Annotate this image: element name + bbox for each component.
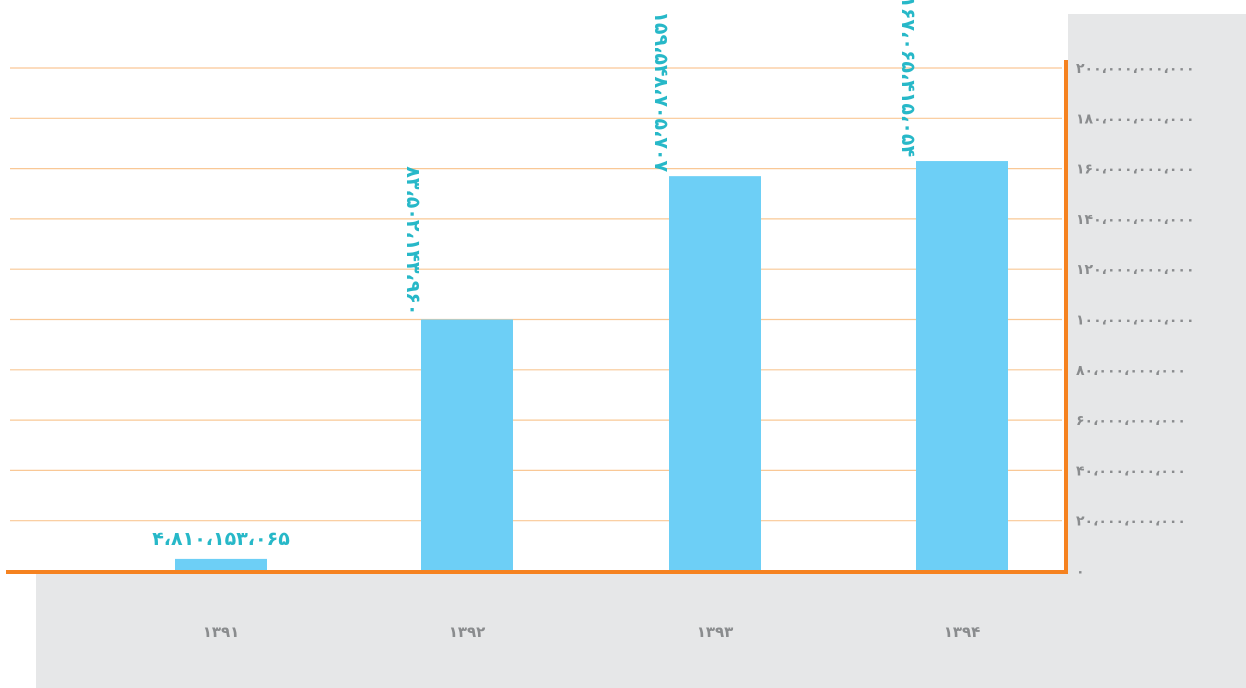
grid-layer	[10, 67, 1062, 522]
data-label: ۱۶۷،۰۶۵،۴۱۵،۰۵۴	[897, 0, 919, 157]
bar-3	[669, 176, 761, 571]
y-tick-layer: ۰ ۲۰،۰۰۰،۰۰۰،۰۰۰ ۴۰،۰۰۰،۰۰۰،۰۰۰ ۶۰،۰۰۰،۰۰۰،…	[1076, 61, 1195, 580]
y-tick-label: ۱۶۰،۰۰۰،۰۰۰،۰۰۰	[1076, 162, 1195, 178]
x-tick-layer: ۱۳۹۱ ۱۳۹۲ ۱۳۹۳ ۱۳۹۴	[203, 623, 981, 641]
bar-1	[175, 558, 267, 571]
y-tick-label: ۱۰۰،۰۰۰،۰۰۰،۰۰۰	[1076, 313, 1195, 329]
x-tick-label: ۱۳۹۴	[944, 623, 981, 641]
bar-4	[916, 161, 1008, 571]
y-axis-panel	[1068, 14, 1246, 574]
y-tick-label: ۱۸۰،۰۰۰،۰۰۰،۰۰۰	[1076, 111, 1195, 127]
x-tick-label: ۱۳۹۱	[203, 623, 240, 641]
x-tick-label: ۱۳۹۲	[449, 623, 486, 641]
y-tick-label: ۱۲۰،۰۰۰،۰۰۰،۰۰۰	[1076, 262, 1195, 278]
bar-2	[421, 319, 513, 571]
y-tick-label: ۱۴۰،۰۰۰،۰۰۰،۰۰۰	[1076, 212, 1195, 228]
x-tick-label: ۱۳۹۳	[697, 623, 734, 641]
data-label: ۴،۸۱۰،۱۵۳،۰۶۵	[152, 528, 290, 550]
bar-layer	[175, 161, 1008, 571]
y-tick-label: ۸۰،۰۰۰،۰۰۰،۰۰۰	[1076, 363, 1186, 379]
data-label: ۸۳،۵۰۲،۱۴۳،۹۶۰	[402, 166, 424, 315]
y-tick-label: ۰	[1076, 564, 1085, 580]
y-tick-label: ۲۰،۰۰۰،۰۰۰،۰۰۰	[1076, 514, 1186, 530]
y-tick-label: ۴۰،۰۰۰،۰۰۰،۰۰۰	[1076, 463, 1186, 479]
data-label: ۱۵۹،۵۴۸،۷۰۵،۷۰۷	[650, 11, 672, 172]
y-tick-label: ۲۰۰،۰۰۰،۰۰۰،۰۰۰	[1076, 61, 1195, 77]
label-layer: ۴،۸۱۰،۱۵۳،۰۶۵ ۸۳،۵۰۲،۱۴۳،۹۶۰ ۱۵۹،۵۴۸،۷۰۵،۷…	[152, 0, 919, 550]
x-axis-panel	[36, 574, 1246, 688]
y-tick-label: ۶۰،۰۰۰،۰۰۰،۰۰۰	[1076, 413, 1186, 429]
